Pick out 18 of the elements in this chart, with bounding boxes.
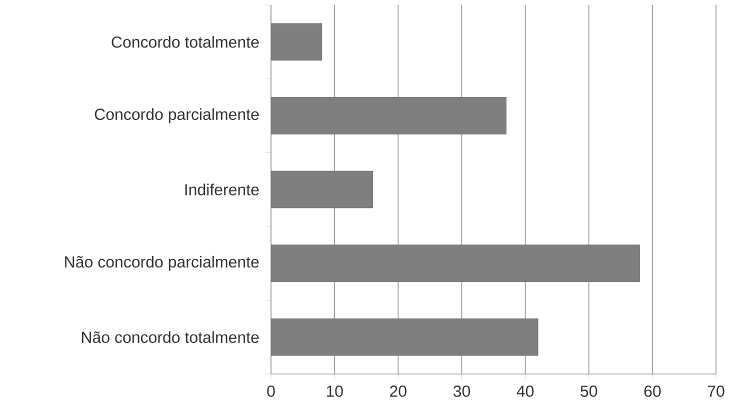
bar [271,318,538,356]
x-tick-label: 50 [580,386,598,397]
y-tick-label: Indiferente [185,184,259,196]
x-tick-label: 20 [390,386,406,397]
bar [271,23,322,61]
y-tick-label: Concordo totalmente [112,36,259,48]
x-tick-label: 10 [326,386,343,397]
bar [271,97,506,134]
bar [271,244,640,282]
x-tick-label: 40 [516,386,534,397]
y-tick-label: Concordo parcialmente [94,108,259,124]
y-tick-label: Não concordo parcialmente [65,256,259,271]
bar [271,170,373,208]
x-tick-label: 70 [708,386,724,397]
x-tick-label: 60 [644,386,661,397]
x-tick-label: 0 [267,386,275,397]
y-tick-label: Não concordo totalmente [82,331,259,343]
x-tick-label: 30 [453,386,470,397]
